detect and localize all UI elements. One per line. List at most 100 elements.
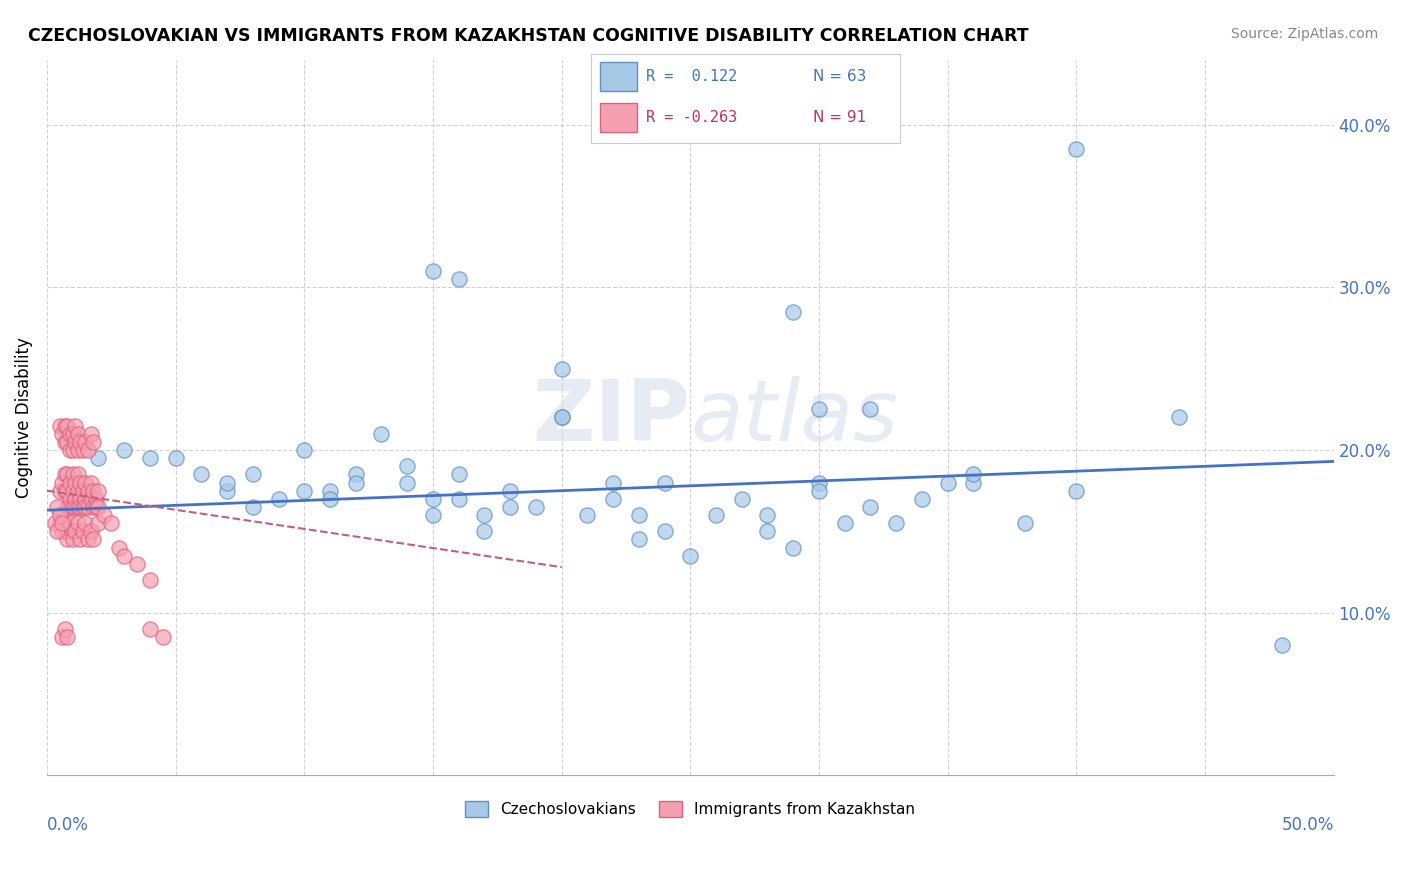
Point — [69, 500, 91, 514]
Point — [1271, 638, 1294, 652]
Point — [422, 491, 444, 506]
Point — [53, 434, 76, 449]
Point — [63, 524, 86, 539]
Point — [79, 491, 101, 506]
Point — [66, 467, 89, 482]
Point — [962, 475, 984, 490]
Point — [84, 491, 107, 506]
Point — [807, 483, 830, 498]
Point — [49, 508, 72, 522]
Text: CZECHOSLOVAKIAN VS IMMIGRANTS FROM KAZAKHSTAN COGNITIVE DISABILITY CORRELATION C: CZECHOSLOVAKIAN VS IMMIGRANTS FROM KAZAK… — [28, 27, 1029, 45]
Point — [46, 500, 69, 514]
Point — [53, 516, 76, 531]
Point — [62, 500, 84, 514]
Point — [807, 475, 830, 490]
Point — [242, 500, 264, 514]
Point — [139, 622, 162, 636]
Point — [87, 516, 110, 531]
Point — [859, 500, 882, 514]
Point — [51, 516, 73, 531]
Point — [84, 500, 107, 514]
Point — [474, 524, 496, 539]
Point — [53, 467, 76, 482]
Legend: Czechoslovakians, Immigrants from Kazakhstan: Czechoslovakians, Immigrants from Kazakh… — [457, 794, 922, 825]
Point — [51, 524, 73, 539]
Point — [62, 467, 84, 482]
Point — [82, 500, 104, 514]
Point — [49, 418, 72, 433]
Point — [936, 475, 959, 490]
Point — [49, 516, 72, 531]
Point — [66, 516, 89, 531]
Point — [100, 516, 122, 531]
Point — [51, 475, 73, 490]
Point — [79, 475, 101, 490]
Point — [63, 434, 86, 449]
Point — [422, 508, 444, 522]
Point — [66, 426, 89, 441]
Point — [75, 516, 97, 531]
Point — [72, 524, 94, 539]
Point — [139, 573, 162, 587]
Point — [756, 524, 779, 539]
Point — [69, 491, 91, 506]
Point — [87, 483, 110, 498]
Point — [242, 467, 264, 482]
Point — [447, 272, 470, 286]
Point — [56, 533, 79, 547]
Point — [370, 426, 392, 441]
Text: R = -0.263: R = -0.263 — [647, 111, 738, 125]
Point — [108, 541, 131, 555]
Point — [46, 524, 69, 539]
FancyBboxPatch shape — [600, 103, 637, 132]
Point — [396, 475, 419, 490]
Point — [190, 467, 212, 482]
Point — [59, 475, 82, 490]
Point — [93, 508, 115, 522]
Point — [59, 426, 82, 441]
Point — [75, 491, 97, 506]
Point — [69, 434, 91, 449]
Point — [884, 516, 907, 531]
Point — [1064, 142, 1087, 156]
Point — [59, 491, 82, 506]
Point — [731, 491, 754, 506]
Point — [1064, 483, 1087, 498]
Point — [56, 418, 79, 433]
Point — [56, 524, 79, 539]
Point — [59, 516, 82, 531]
Point — [82, 533, 104, 547]
Text: R =  0.122: R = 0.122 — [647, 70, 738, 84]
Point — [79, 524, 101, 539]
Point — [704, 508, 727, 522]
Point — [319, 483, 342, 498]
Point — [344, 467, 367, 482]
Point — [56, 500, 79, 514]
Point — [292, 443, 315, 458]
Point — [165, 451, 187, 466]
Point — [77, 443, 100, 458]
Point — [112, 549, 135, 563]
Point — [51, 426, 73, 441]
Point — [602, 475, 624, 490]
Point — [56, 467, 79, 482]
Point — [66, 500, 89, 514]
Text: N = 91: N = 91 — [813, 111, 866, 125]
Point — [87, 451, 110, 466]
Point — [125, 557, 148, 571]
Point — [62, 483, 84, 498]
Point — [524, 500, 547, 514]
Point — [576, 508, 599, 522]
Point — [152, 630, 174, 644]
Point — [75, 475, 97, 490]
Text: 50.0%: 50.0% — [1281, 816, 1334, 834]
Point — [1014, 516, 1036, 531]
Point — [59, 443, 82, 458]
Point — [782, 304, 804, 318]
Point — [56, 434, 79, 449]
Text: N = 63: N = 63 — [813, 70, 866, 84]
Point — [82, 434, 104, 449]
Point — [499, 500, 522, 514]
Point — [63, 500, 86, 514]
Point — [447, 467, 470, 482]
